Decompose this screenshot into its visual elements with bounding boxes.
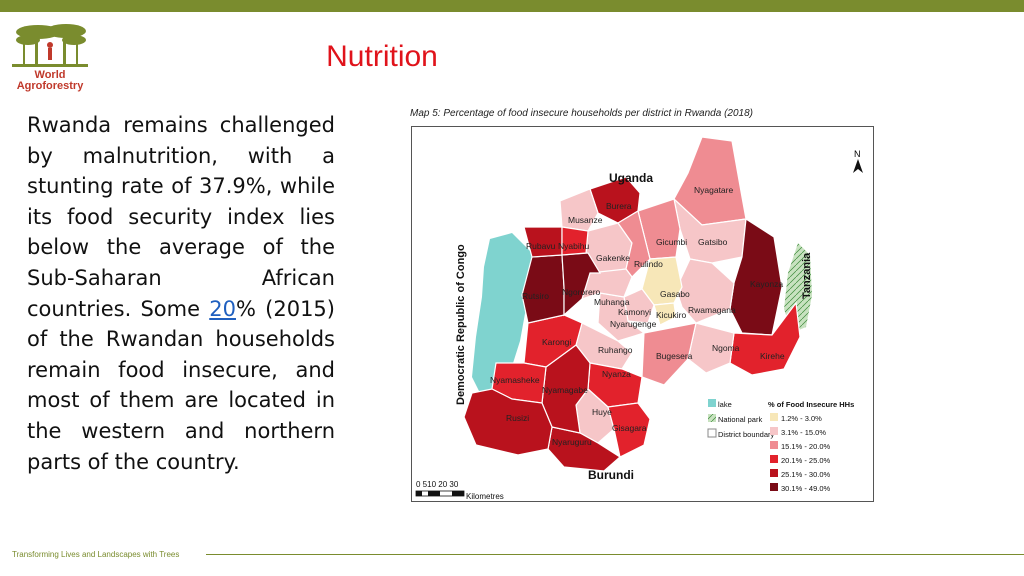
district-label-kayonza: Kayonza <box>750 279 783 289</box>
legend-label-c6: 30.1% - 49.0% <box>781 484 831 493</box>
tree-logo-icon <box>12 24 88 67</box>
lake-kivu <box>472 233 534 409</box>
district-label-gakenke: Gakenke <box>596 253 630 263</box>
map-caption: Map 5: Percentage of food insecure house… <box>410 108 753 119</box>
district-kirehe <box>729 301 801 376</box>
scale-unit: Kilometres <box>466 492 504 501</box>
district-label-kamonyi: Kamonyi <box>618 307 651 317</box>
district-label-gicumbi: Gicumbi <box>656 237 687 247</box>
logo-line-1: World <box>34 69 66 81</box>
legend-title: % of Food Insecure HHs <box>768 400 854 409</box>
district-label-karongi: Karongi <box>542 337 571 347</box>
district-gisagara <box>607 402 651 458</box>
district-label-rusizi: Rusizi <box>506 413 529 423</box>
scale-bar: 0 510 20 30 Kilometres <box>415 480 504 501</box>
district-label-musanze: Musanze <box>568 215 603 225</box>
legend-swatch-lake <box>708 399 716 407</box>
district-label-gatsibo: Gatsibo <box>698 237 728 247</box>
legend-label-park: National park <box>718 415 762 424</box>
legend-swatch-c3 <box>770 441 778 449</box>
footer-divider <box>206 554 1024 555</box>
neighbor-label-burundi: Burundi <box>588 468 634 482</box>
legend-label-c3: 15.1% - 20.0% <box>781 442 831 451</box>
district-rulindo <box>617 210 651 278</box>
legend-swatch-c6 <box>770 483 778 491</box>
district-label-ngoma: Ngoma <box>712 343 740 353</box>
top-accent-bar <box>0 0 1024 12</box>
district-label-gisagara: Gisagara <box>612 423 647 433</box>
district-label-ruhango: Ruhango <box>598 345 633 355</box>
district-label-rutsiro: Rutsiro <box>522 291 549 301</box>
district-label-kicukiro: Kicukiro <box>656 310 687 320</box>
north-arrow-icon: N <box>853 149 863 173</box>
legend-swatch-c2 <box>770 427 778 435</box>
district-rusizi <box>463 388 553 456</box>
map-legend: lake National park District boundary % o… <box>707 399 854 493</box>
district-ngororero <box>561 252 602 317</box>
scale-ticks: 0 510 20 30 <box>416 480 459 489</box>
legend-label-c2: 3.1% - 15.0% <box>781 428 826 437</box>
district-label-burera: Burera <box>606 201 632 211</box>
district-label-gasabo: Gasabo <box>660 289 690 299</box>
legend-label-c5: 25.1% - 30.0% <box>781 470 831 479</box>
legend-swatch-park <box>708 414 716 422</box>
logo-line-2: Agroforestry <box>16 80 84 92</box>
district-shapes <box>463 136 801 472</box>
legend-label-boundary: District boundary <box>718 430 775 439</box>
north-label: N <box>854 149 861 159</box>
district-label-nyamasheke: Nyamasheke <box>490 375 540 385</box>
district-label-rwamagana: Rwamagana <box>688 305 736 315</box>
district-nyabihu <box>561 226 589 256</box>
district-label-ngororero: Ngororero <box>562 287 601 297</box>
legend-label-lake: lake <box>718 400 732 409</box>
district-label-nyagatare: Nyagatare <box>694 185 733 195</box>
district-label-nyabihu: Nyabihu <box>558 241 589 251</box>
legend-swatch-c1 <box>770 413 778 421</box>
slide-title: Nutrition <box>326 40 438 73</box>
body-paragraph: Rwanda remains challenged by malnutritio… <box>27 110 335 477</box>
district-label-nyaruguru: Nyaruguru <box>552 437 592 447</box>
district-label-nyarugenge: Nyarugenge <box>610 319 657 329</box>
body-text-end: % (2015) of the Rwandan households remai… <box>27 296 335 474</box>
district-kicukiro <box>653 302 677 326</box>
district-nyaruguru <box>547 426 621 472</box>
district-label-rulindo: Rulindo <box>634 259 663 269</box>
legend-label-c4: 20.1% - 25.0% <box>781 456 831 465</box>
rwanda-map: Nyagatare Gatsibo Kayonza Kirehe Ngoma B… <box>415 136 863 501</box>
legend-swatch-boundary <box>707 428 717 438</box>
logo: World Agroforestry <box>8 18 92 96</box>
district-musanze <box>559 188 599 232</box>
district-label-bugesera: Bugesera <box>656 351 693 361</box>
district-label-nyamagabe: Nyamagabe <box>542 385 588 395</box>
map-frame: Nyagatare Gatsibo Kayonza Kirehe Ngoma B… <box>411 126 874 502</box>
district-label-rubavu: Rubavu <box>526 241 556 251</box>
source-link[interactable]: 20 <box>209 296 236 321</box>
district-bugesera <box>641 322 697 386</box>
neighbor-label-drc: Democratic Republic of Congo <box>455 244 467 405</box>
neighbor-label-uganda: Uganda <box>609 171 653 185</box>
district-label-muhanga: Muhanga <box>594 297 630 307</box>
body-text-start: Rwanda remains challenged by malnutritio… <box>27 113 335 321</box>
legend-label-c1: 1.2% - 3.0% <box>781 414 822 423</box>
district-gatsibo <box>673 197 747 264</box>
legend-swatch-c4 <box>770 455 778 463</box>
legend-swatch-c5 <box>770 469 778 477</box>
neighbor-label-tanzania: Tanzania <box>801 252 813 299</box>
district-label-kirehe: Kirehe <box>760 351 785 361</box>
district-label-huye: Huye <box>592 407 612 417</box>
footer-tagline: Transforming Lives and Landscapes with T… <box>12 550 180 559</box>
district-label-nyanza: Nyanza <box>602 369 631 379</box>
